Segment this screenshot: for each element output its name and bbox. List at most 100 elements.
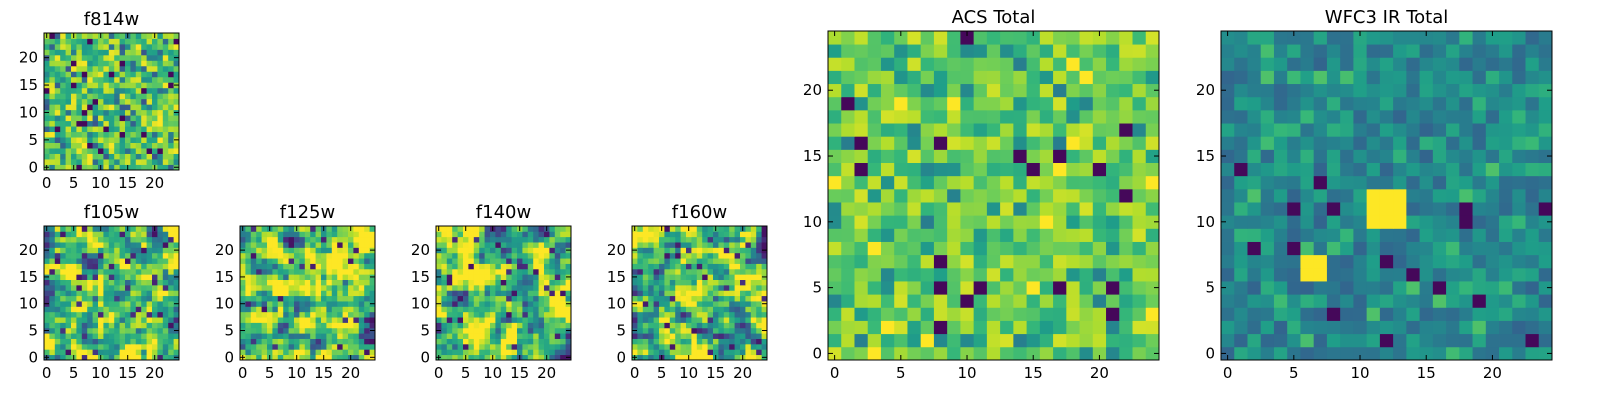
heatmap-cell [1499,175,1513,190]
heatmap-cell [1485,44,1500,58]
heatmap-cell [880,281,895,295]
heatmap-cell [1313,109,1328,124]
heatmap-cell [1472,44,1487,58]
heatmap-cell [299,322,306,329]
heatmap-cell [130,148,137,154]
x-tick-label: 15 [1024,364,1043,382]
heatmap-cell [696,322,703,329]
heatmap-cell [1221,307,1235,321]
heatmap-cell [130,268,137,275]
heatmap-cell [49,126,56,133]
heatmap-cell [1406,70,1420,85]
heatmap-cell [168,258,174,264]
heatmap-cell [1499,215,1513,229]
heatmap-cell [173,343,180,350]
heatmap-cell [358,284,365,291]
heatmap-cell [659,317,665,323]
heatmap-cell [549,247,556,254]
heatmap-cell [98,120,104,127]
heatmap-cell [331,236,338,243]
heatmap-cell [283,327,289,334]
heatmap-cell [288,258,295,264]
heatmap-cell [256,274,262,280]
heatmap-cell [675,333,681,339]
heatmap-cell [680,317,687,323]
heatmap-cell [549,236,556,243]
heatmap-cell [729,333,735,339]
heatmap-cell [1512,228,1526,242]
heatmap-cell [637,354,644,361]
heatmap-cell [1066,123,1080,137]
heatmap-cell [533,226,539,232]
heatmap-cell [463,231,469,238]
heatmap-cell [696,231,703,238]
heatmap-cell [71,349,77,356]
heatmap-cell [1419,254,1434,269]
heatmap-cell [1273,320,1288,335]
heatmap-cell [108,343,115,350]
heatmap-cell [1525,188,1540,203]
heatmap-cell [533,343,539,350]
heatmap-cell [168,142,174,149]
heatmap-cell [473,343,480,350]
heatmap-cell [267,327,273,334]
y-tick-label: 10 [215,295,234,313]
heatmap-cell [168,43,174,50]
heatmap-cell [538,349,545,356]
heatmap-cell [1221,281,1235,295]
heatmap-cell [60,290,66,297]
heatmap-cell [533,295,539,302]
heatmap-cell [686,333,692,339]
heatmap-cell [490,343,496,350]
heatmap-cell [468,247,475,254]
heatmap-cell [1247,83,1262,98]
heatmap-cell [960,228,975,242]
heatmap-cell [152,49,158,56]
heatmap-cell [828,123,842,137]
heatmap-cell [560,226,566,232]
heatmap-cell [986,175,1001,190]
heatmap-cell [288,268,295,275]
heatmap-cell [98,153,104,160]
heatmap-cell [1221,254,1235,269]
heatmap-cell [114,306,120,313]
heatmap-cell [1119,333,1133,348]
heatmap-cell [947,346,961,361]
heatmap-cell [920,44,935,58]
heatmap-cell [81,247,88,254]
heatmap-cell [288,317,295,323]
heatmap-cell [500,263,507,270]
heatmap-cell [920,188,935,203]
heatmap-cell [723,333,730,339]
heatmap-cell [1406,149,1420,163]
heatmap-cell [457,301,464,307]
heatmap-cell [348,295,354,302]
heatmap-cell [114,93,120,100]
heatmap-cell [675,327,681,334]
heatmap-cell [146,354,153,361]
heatmap-cell [1273,228,1288,242]
heatmap-cell [637,252,644,259]
heatmap-cell [554,322,561,329]
heatmap-cell [119,115,126,122]
heatmap-cell [1092,162,1107,177]
heatmap-cell [1538,188,1553,203]
heatmap-cell [960,241,975,256]
heatmap-cell [54,274,61,280]
heatmap-cell [490,252,496,259]
heatmap-cell [1485,149,1500,163]
heatmap-cell [103,65,110,72]
heatmap-cell [495,343,502,350]
heatmap-cell [517,327,523,334]
heatmap-cell [342,226,349,232]
heatmap-cell [81,142,88,149]
heatmap-cell [315,284,322,291]
heatmap-cell [841,162,855,177]
heatmap-cell [506,311,512,318]
heatmap-cell [294,333,300,339]
heatmap-cell [1260,215,1275,229]
heatmap-cell [702,349,708,356]
heatmap-cell [986,149,1001,163]
heatmap-cell [723,231,730,238]
heatmap-cell [828,149,842,163]
